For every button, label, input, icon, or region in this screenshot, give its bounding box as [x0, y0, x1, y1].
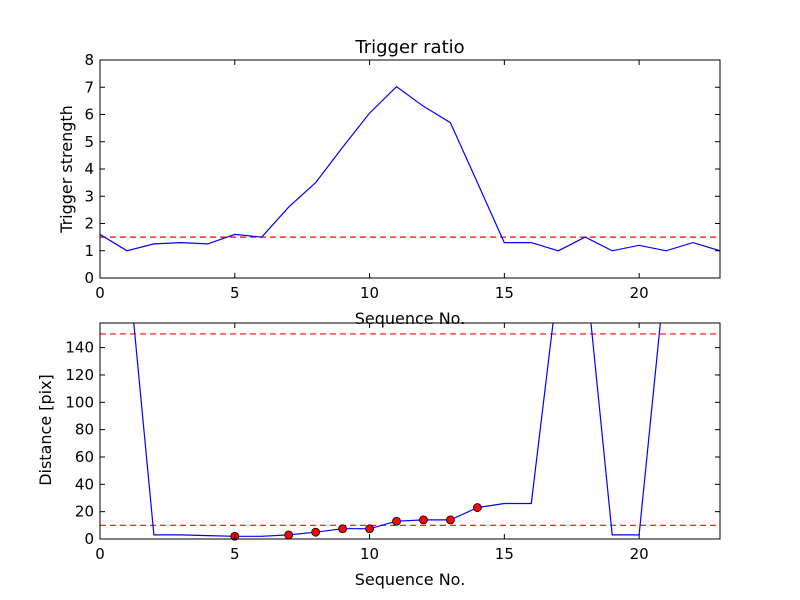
x-tick-label: 15 — [495, 284, 514, 302]
y-tick-label: 2 — [84, 215, 94, 233]
x-tick-label: 10 — [360, 545, 379, 563]
x-axis-label: Sequence No. — [355, 570, 466, 589]
data-point-marker — [365, 524, 374, 534]
y-tick-label: 80 — [75, 421, 94, 439]
data-point-marker — [338, 524, 348, 534]
x-tick-label: 10 — [360, 284, 379, 302]
x-tick-label: 20 — [630, 284, 649, 302]
x-axis-label: Sequence No. — [355, 309, 466, 328]
data-point-marker — [472, 503, 482, 512]
y-tick-label: 5 — [84, 133, 94, 151]
series-line — [133, 323, 661, 537]
series-line — [100, 85, 720, 252]
chart-title: Trigger ratio — [354, 37, 464, 58]
y-axis-label: Distance [pix] — [36, 374, 55, 486]
plot-frame — [99, 322, 721, 540]
y-tick-label: 1 — [84, 242, 94, 260]
y-tick-label: 40 — [75, 475, 94, 493]
y-tick-label: 120 — [65, 366, 94, 384]
plot-frame — [99, 59, 721, 279]
x-tick-label: 0 — [95, 284, 105, 302]
data-point-marker — [311, 527, 321, 537]
y-axis-label: Trigger strength — [57, 105, 76, 234]
x-tick-label: 5 — [230, 545, 240, 563]
trigger-ratio-chart: Trigger ratio Sequence No. Trigger stren… — [57, 37, 721, 328]
distance-chart: Sequence No. Distance [pix] 0 5 10 15 20 0 20 4… — [36, 322, 721, 589]
y-tick-label: 8 — [84, 51, 94, 69]
y-tick-label: 0 — [84, 269, 94, 287]
y-tick-label: 4 — [84, 160, 94, 178]
data-point-marker — [446, 515, 455, 525]
data-point-marker — [419, 515, 428, 525]
y-tick-label: 0 — [84, 530, 94, 548]
y-tick-label: 20 — [75, 503, 94, 521]
x-tick-label: 5 — [230, 284, 240, 302]
y-tick-label: 140 — [65, 339, 94, 357]
y-tick-label: 60 — [75, 448, 94, 466]
y-tick-label: 100 — [65, 393, 94, 411]
y-tick-label: 3 — [84, 187, 94, 205]
y-tick-label: 6 — [84, 106, 94, 124]
x-tick-label: 0 — [95, 545, 105, 563]
y-tick-label: 7 — [84, 78, 94, 96]
data-point-marker — [284, 530, 294, 540]
x-tick-label: 15 — [495, 545, 514, 563]
x-tick-label: 20 — [630, 545, 649, 563]
data-point-marker — [392, 516, 401, 526]
